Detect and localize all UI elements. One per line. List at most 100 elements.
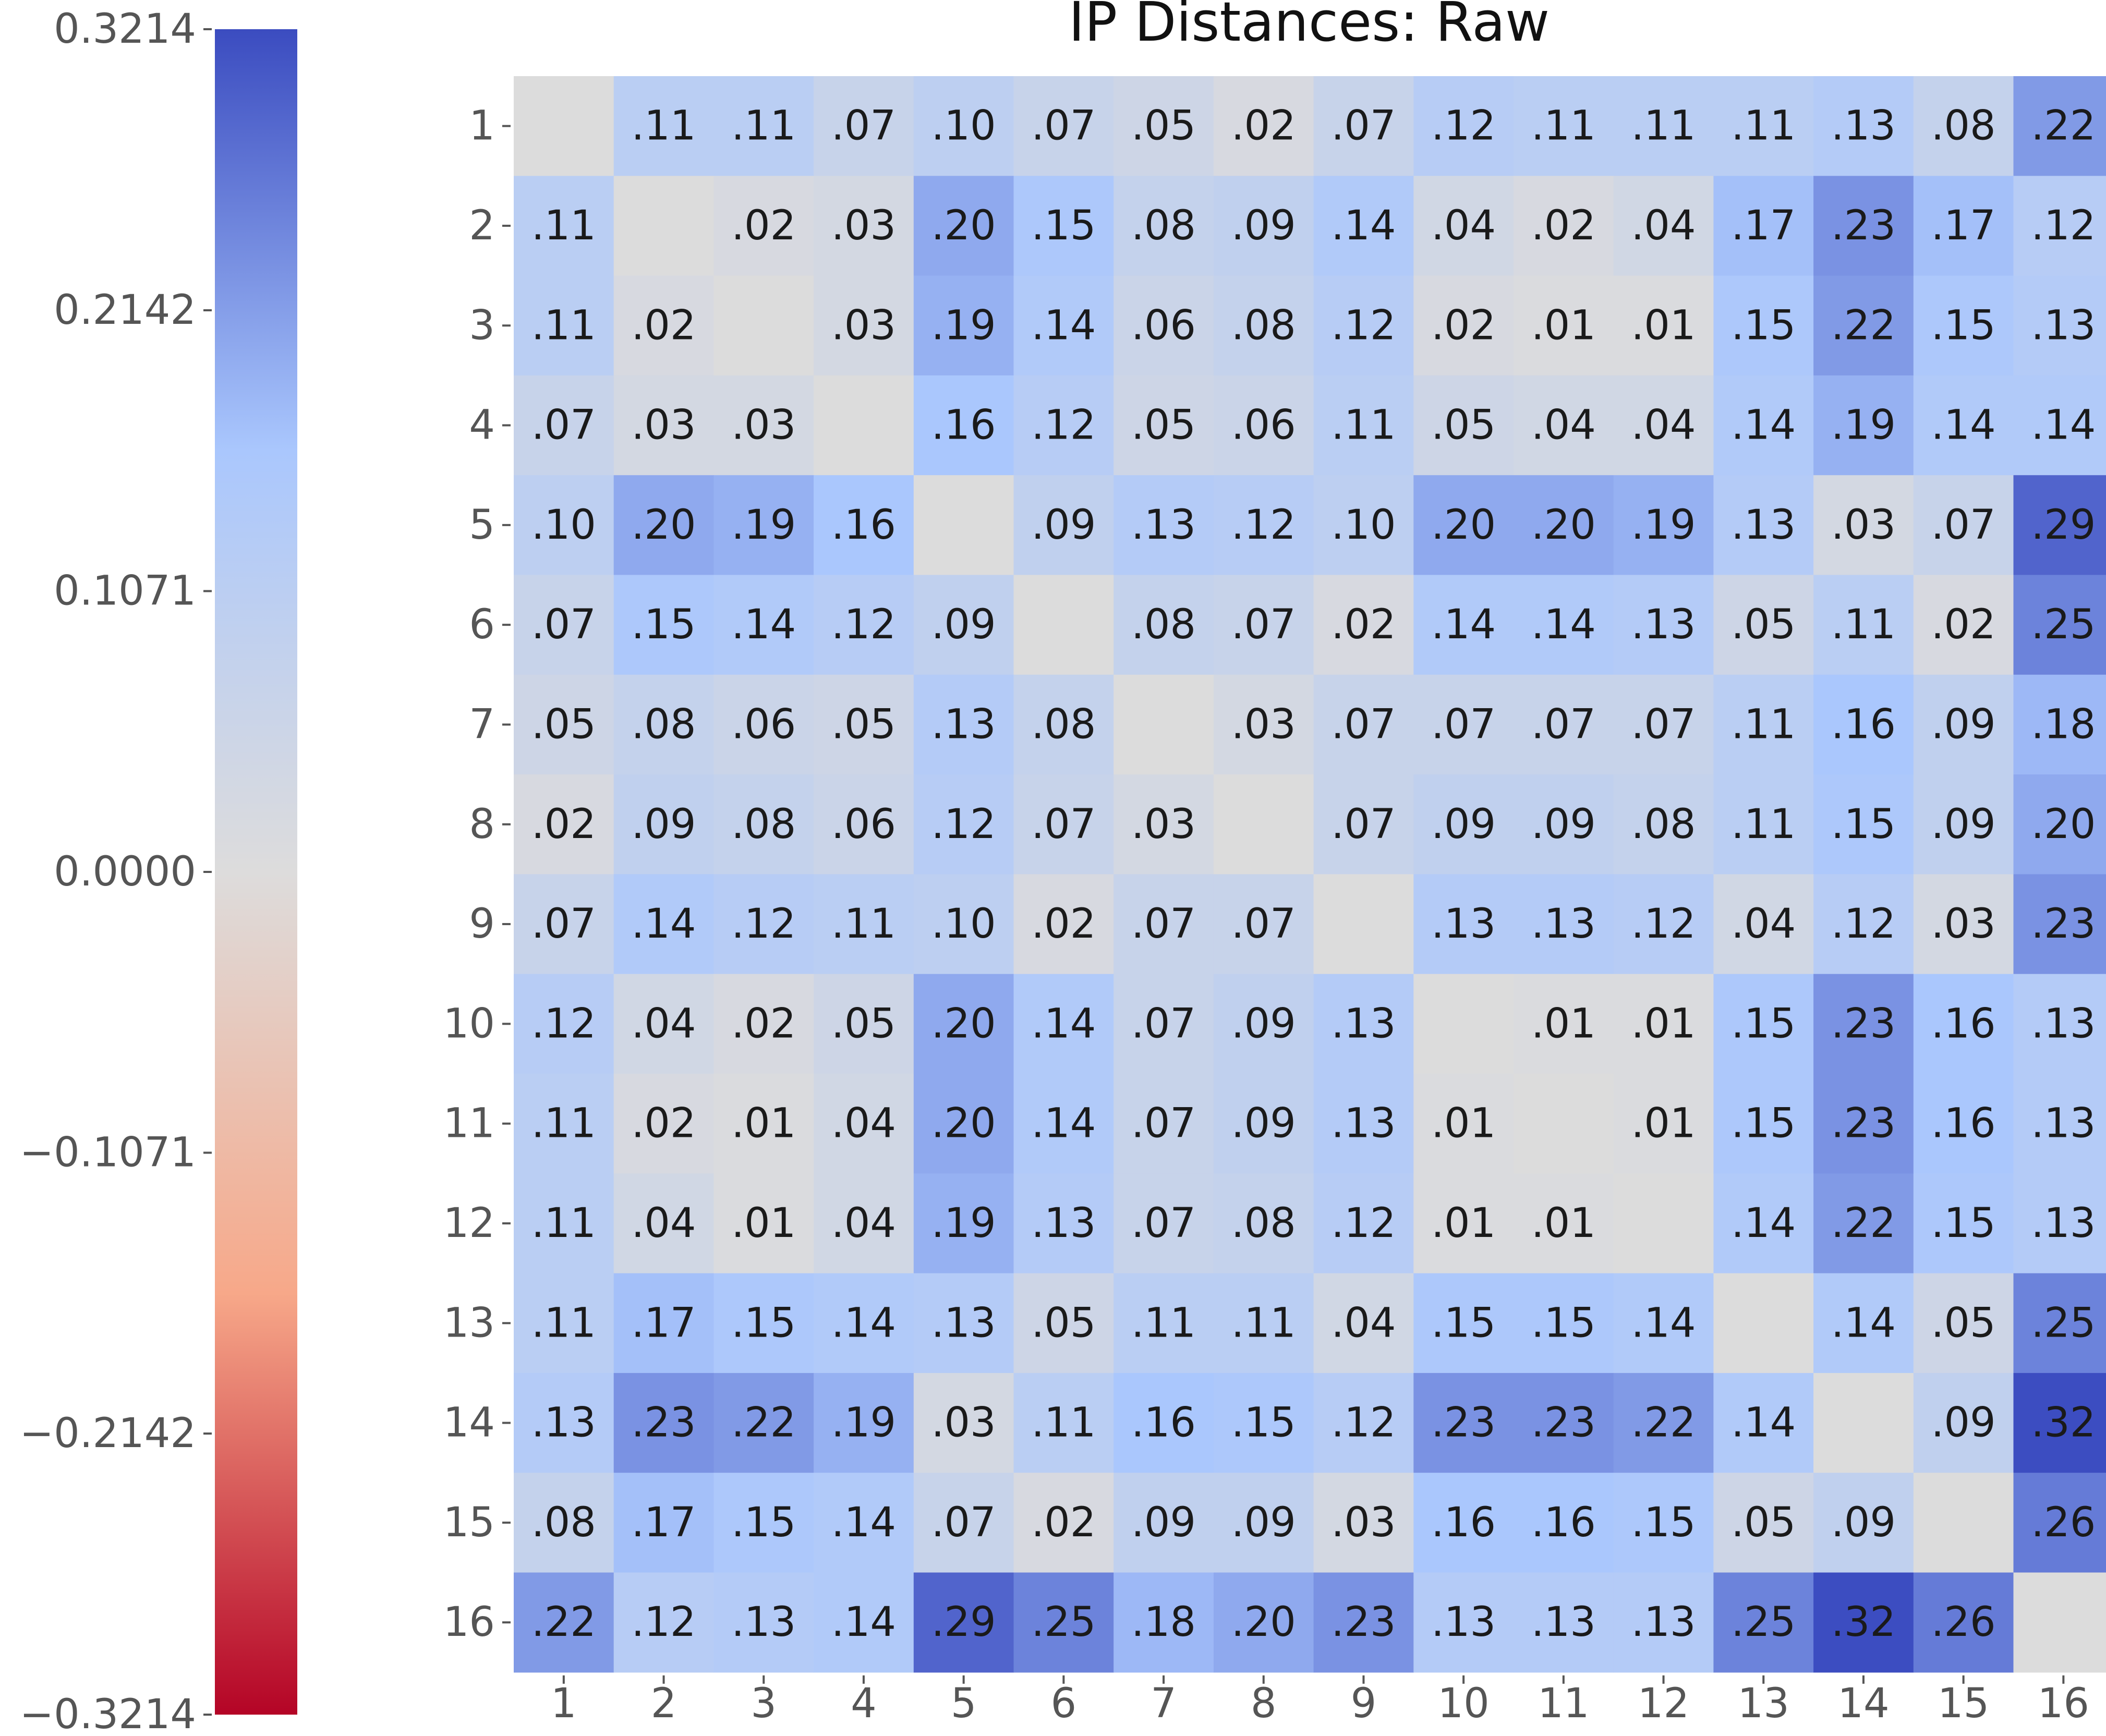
y-tick-label: 11 — [443, 1100, 495, 1147]
cell-value-label: .22 — [2031, 103, 2096, 150]
cell-value-label: .20 — [931, 1100, 996, 1147]
x-tick-label: 15 — [1938, 1680, 1989, 1727]
cell-value-label: .09 — [1431, 801, 1496, 848]
cell-value-label: .13 — [1531, 901, 1596, 948]
cell-value-label: .11 — [1231, 1300, 1296, 1346]
cell-value-label: .06 — [831, 801, 896, 848]
cell-value-label: .20 — [1231, 1599, 1296, 1646]
cell-value-label: .14 — [1631, 1300, 1696, 1346]
y-tick-label: 2 — [469, 202, 495, 249]
cell-value-label: .01 — [1431, 1100, 1496, 1147]
cell-value-label: .07 — [1131, 901, 1196, 948]
cell-value-label: .11 — [1731, 801, 1796, 848]
colorbar-tick-label: 0.0000 — [54, 848, 196, 895]
cell-value-label: .04 — [1631, 202, 1696, 249]
y-tick-label: 3 — [469, 302, 495, 349]
cell-value-label: .15 — [1731, 302, 1796, 349]
cell-value-label: .14 — [831, 1300, 896, 1346]
colorbar-tick-label: 0.1071 — [54, 568, 196, 615]
cell-value-label: .12 — [1331, 1400, 1396, 1447]
cell-value-label: .07 — [1431, 701, 1496, 748]
cell-value-label: .11 — [1631, 103, 1696, 150]
x-tick-label: 2 — [651, 1680, 677, 1727]
cell-value-label: .15 — [1731, 1100, 1796, 1147]
cell-value-label: .17 — [1931, 202, 1996, 249]
cell-value-label: .10 — [1331, 502, 1396, 549]
heatmap-cell — [1914, 1473, 2014, 1573]
cell-value-label: .11 — [1731, 701, 1796, 748]
cell-value-label: .04 — [632, 1000, 696, 1047]
cell-value-label: .13 — [931, 701, 996, 748]
cell-value-label: .01 — [1631, 1100, 1696, 1147]
cell-value-label: .07 — [1131, 1000, 1196, 1047]
cell-value-label: .07 — [1231, 601, 1296, 648]
cell-value-label: .16 — [931, 402, 996, 449]
x-tick-label: 5 — [951, 1680, 977, 1727]
cell-value-label: .07 — [531, 901, 596, 948]
cell-value-label: .08 — [531, 1499, 596, 1546]
cell-value-label: .18 — [1131, 1599, 1196, 1646]
x-tick-label: 13 — [1738, 1680, 1789, 1727]
cell-value-label: .13 — [2031, 1000, 2096, 1047]
cell-value-label: .12 — [1231, 502, 1296, 549]
cell-value-label: .15 — [731, 1300, 796, 1346]
cell-value-label: .08 — [1131, 601, 1196, 648]
cell-value-label: .16 — [1431, 1499, 1496, 1546]
chart-title: IP Distances: Raw — [1069, 0, 1550, 54]
cell-value-label: .05 — [1031, 1300, 1096, 1346]
y-tick-label: 10 — [443, 1000, 495, 1047]
cell-value-label: .12 — [1031, 402, 1096, 449]
cell-value-label: .25 — [2031, 601, 2096, 648]
cell-value-label: .15 — [1831, 801, 1896, 848]
cell-value-label: .23 — [2031, 901, 2096, 948]
cell-value-label: .09 — [1231, 202, 1296, 249]
cell-value-label: .29 — [2031, 502, 2096, 549]
cell-value-label: .02 — [1231, 103, 1296, 150]
heatmap-cell — [1214, 774, 1314, 875]
cell-value-label: .05 — [1931, 1300, 1996, 1346]
x-tick-label: 7 — [1151, 1680, 1177, 1727]
cell-value-label: .01 — [731, 1200, 796, 1247]
cell-value-label: .09 — [1831, 1499, 1896, 1546]
y-tick-label: 14 — [443, 1400, 495, 1447]
cell-value-label: .09 — [1231, 1499, 1296, 1546]
cell-value-label: .13 — [1631, 1599, 1696, 1646]
cell-value-label: .12 — [931, 801, 996, 848]
cell-value-label: .23 — [1431, 1400, 1496, 1447]
cell-value-label: .15 — [1431, 1300, 1496, 1346]
cell-value-label: .05 — [1131, 103, 1196, 150]
cell-value-label: .01 — [1431, 1200, 1496, 1247]
heatmap-cell — [614, 176, 714, 276]
cell-value-label: .12 — [831, 601, 896, 648]
cell-value-label: .07 — [1031, 801, 1096, 848]
heatmap-cell — [1713, 1273, 1813, 1374]
cell-value-label: .23 — [1531, 1400, 1596, 1447]
cell-value-label: .02 — [632, 302, 696, 349]
y-tick-label: 4 — [469, 402, 495, 449]
heatmap-cell — [1813, 1373, 1914, 1473]
cell-value-label: .15 — [731, 1499, 796, 1546]
cell-value-label: .07 — [1131, 1100, 1196, 1147]
cell-value-label: .02 — [731, 1000, 796, 1047]
cell-value-label: .11 — [531, 302, 596, 349]
cell-value-label: .01 — [1531, 1000, 1596, 1047]
cell-value-label: .15 — [1931, 1200, 1996, 1247]
cell-value-label: .09 — [1931, 1400, 1996, 1447]
cell-value-label: .11 — [731, 103, 796, 150]
cell-value-label: .10 — [931, 901, 996, 948]
cell-value-label: .07 — [1031, 103, 1096, 150]
colorbar-tick-label: −0.1071 — [20, 1129, 196, 1176]
cell-value-label: .05 — [1431, 402, 1496, 449]
cell-value-label: .05 — [1731, 601, 1796, 648]
cell-value-label: .11 — [1531, 103, 1596, 150]
cell-value-label: .08 — [632, 701, 696, 748]
cell-value-label: .03 — [1831, 502, 1896, 549]
cell-value-label: .09 — [632, 801, 696, 848]
cell-value-label: .08 — [731, 801, 796, 848]
y-tick-label: 7 — [469, 701, 495, 748]
cell-value-label: .11 — [1831, 601, 1896, 648]
cell-value-label: .04 — [1731, 901, 1796, 948]
cell-value-label: .16 — [1531, 1499, 1596, 1546]
cell-value-label: .01 — [731, 1100, 796, 1147]
cell-value-label: .07 — [1131, 1200, 1196, 1247]
